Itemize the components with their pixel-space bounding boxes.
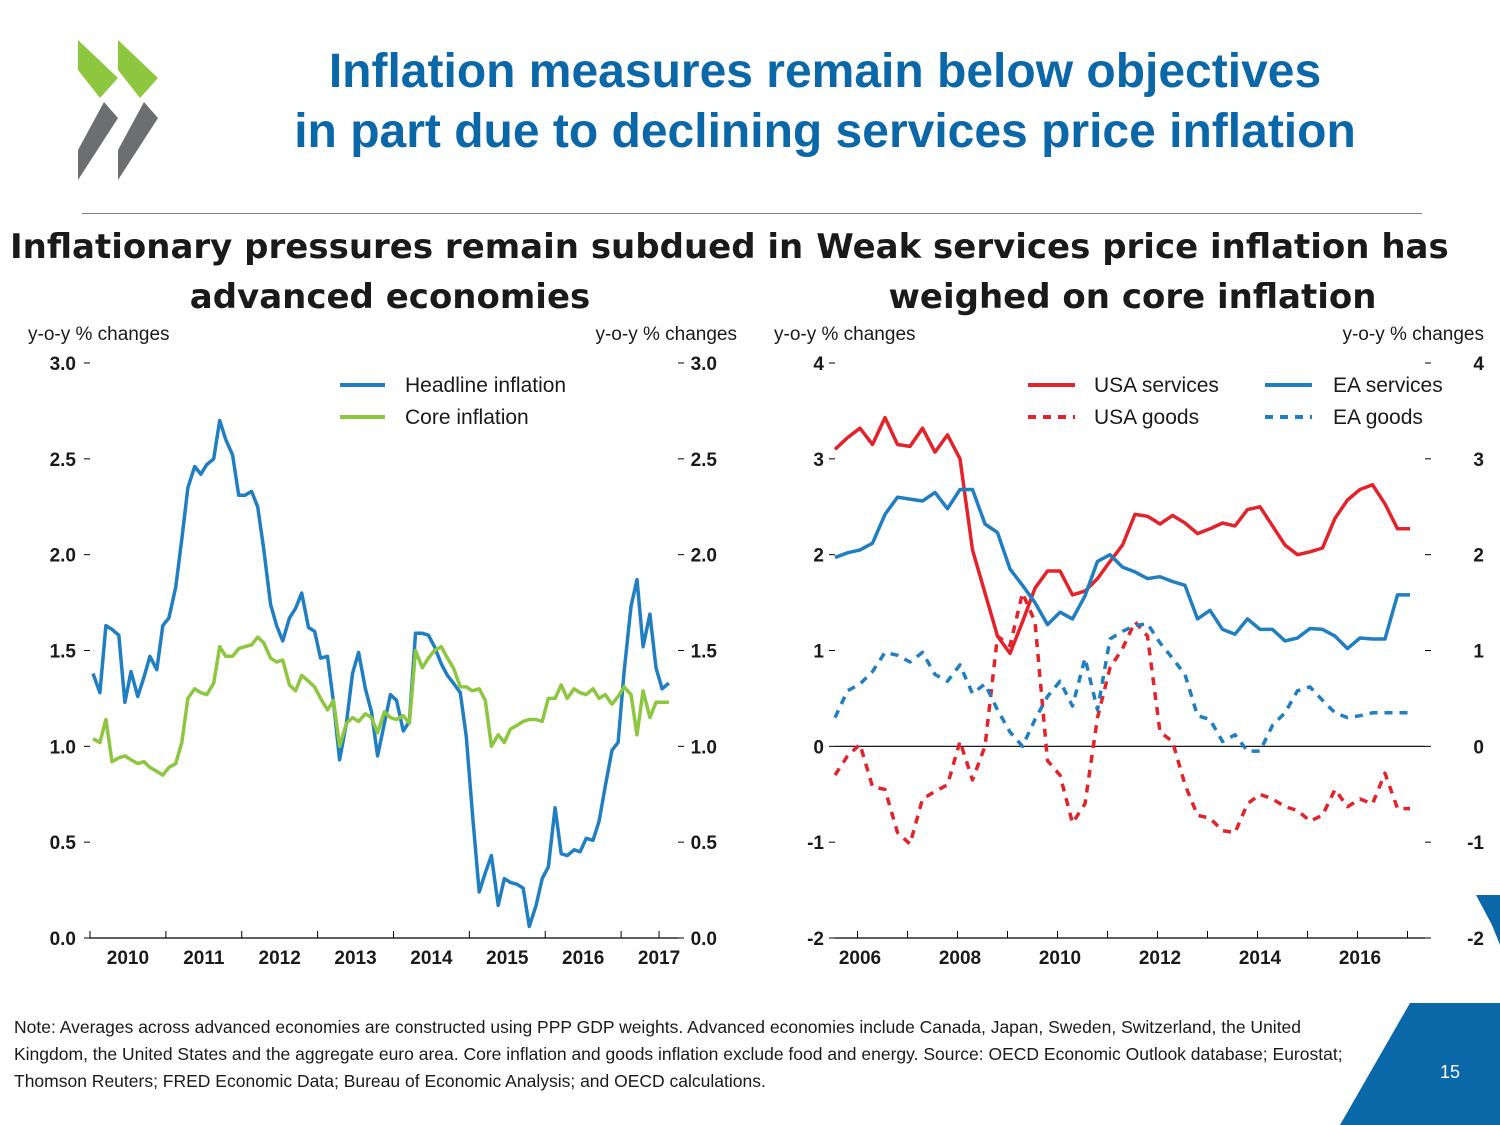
y-tick-label-left: 4 (813, 354, 824, 375)
left-chart-title: Inflationary pressures remain subdued in… (10, 222, 804, 322)
x-tick-label: 2016 (1339, 948, 1381, 969)
left-chart-title-line-1: Inflationary pressures remain subdued in (10, 227, 804, 267)
right-chart-legend: USA services USA goods EA services EA go… (1028, 374, 1443, 429)
x-tick-label: 2014 (1239, 948, 1282, 969)
x-tick-label: 2014 (410, 948, 453, 969)
left-chart-series (91, 418, 671, 929)
right-y-axis-title-2: y-o-y % changes (1342, 324, 1484, 345)
right-chart-series (833, 415, 1410, 846)
left-y-axis-title: y-o-y % changes (28, 324, 170, 345)
x-tick-label: 2012 (259, 948, 301, 969)
y-tick-label-left: 1.5 (50, 642, 77, 663)
left-y-axis-title-2: y-o-y % changes (774, 324, 916, 345)
page-title: Inflation measures remain below objectiv… (180, 42, 1470, 162)
y-tick-label-right: 0.0 (691, 929, 717, 950)
legend-label-ea-goods: EA goods (1333, 406, 1423, 429)
logo-chevron-right-grey (118, 102, 158, 180)
y-tick-label-left: -2 (807, 929, 824, 950)
series-line-ea-services (834, 487, 1410, 651)
logo-chevron-right-green (118, 40, 158, 98)
series-line-core-inflation (92, 635, 669, 777)
y-tick-label-right: 1.0 (691, 737, 717, 758)
x-tick-label: 2017 (638, 948, 680, 969)
y-tick-label-left: 0 (813, 737, 824, 758)
x-tick-label: 2016 (562, 948, 604, 969)
left-chart-legend: Headline inflation Core inflation (340, 374, 566, 429)
series-line-ea-goods (833, 621, 1410, 753)
title-line-2: in part due to declining services price … (294, 105, 1356, 158)
y-tick-label-left: 0.5 (50, 833, 77, 854)
y-tick-label-right: 1 (1473, 642, 1484, 663)
y-tick-label-left: 0.0 (50, 929, 76, 950)
x-tick-label: 2013 (334, 948, 376, 969)
right-services-chart: y-o-y % changes y-o-y % changes -2 -2 -1 -1… (774, 324, 1484, 969)
y-tick-label-left: 1.0 (50, 737, 76, 758)
oecd-logo (78, 40, 158, 180)
x-tick-label: 2006 (839, 948, 881, 969)
left-chart-ticks: 0.0 0.0 0.5 0.5 1.0 1.0 1.5 1.5 2.0 2.0 2.5 2.5 3.0 3… (50, 354, 718, 969)
logo-chevron-left-green (78, 40, 118, 98)
x-tick-label: 2010 (107, 948, 149, 969)
right-chart-title-line-2: weighed on core inflation (888, 277, 1377, 317)
legend-label-headline: Headline inflation (405, 374, 566, 397)
right-chart-title-line-1: Weak services price inflation has (816, 227, 1449, 267)
series-line-usa-goods (833, 591, 1410, 846)
right-chart-title: Weak services price inflation has weighe… (770, 222, 1495, 322)
right-chart-ticks: -2 -2 -1 -1 0 0 1 1 2 2 3 3 4 4 2006 2008 2010 2012 2014 20… (807, 354, 1484, 969)
legend-label-core: Core inflation (405, 406, 529, 429)
x-tick-label: 2011 (183, 948, 225, 969)
y-tick-label-right: 0.5 (691, 833, 718, 854)
y-tick-label-right: 3.0 (691, 354, 717, 375)
y-tick-label-right: 2 (1473, 546, 1484, 567)
y-tick-label-left: 2.0 (50, 546, 76, 567)
y-tick-label-right: -1 (1467, 833, 1484, 854)
y-tick-label-left: -1 (807, 833, 824, 854)
y-tick-label-right: 4 (1473, 354, 1484, 375)
footnote: Note: Averages across advanced economies… (14, 1017, 1343, 1091)
y-tick-label-right: 1.5 (691, 642, 718, 663)
x-tick-label: 2010 (1039, 948, 1081, 969)
corner-accent-bottom (1340, 1003, 1500, 1125)
y-tick-label-right: 3 (1473, 450, 1484, 471)
left-chart-title-line-2: advanced economies (189, 277, 591, 317)
y-tick-label-right: 2.0 (691, 546, 717, 567)
y-tick-label-left: 2 (813, 546, 824, 567)
y-tick-label-left: 3 (813, 450, 824, 471)
x-tick-label: 2015 (486, 948, 529, 969)
x-tick-label: 2012 (1139, 948, 1181, 969)
y-tick-label-right: 2.5 (691, 450, 718, 471)
page-number: 15 (1439, 1062, 1461, 1082)
x-tick-label: 2008 (939, 948, 981, 969)
y-tick-label-left: 3.0 (50, 354, 76, 375)
legend-label-usa-goods: USA goods (1094, 406, 1199, 429)
series-line-usa-services (833, 415, 1410, 656)
y-tick-label-right: 0 (1473, 737, 1484, 758)
legend-label-ea-services: EA services (1333, 374, 1443, 397)
title-divider (82, 213, 1422, 214)
legend-label-usa-services: USA services (1094, 374, 1219, 397)
series-line-headline-inflation (91, 418, 671, 929)
title-line-1: Inflation measures remain below objectiv… (328, 45, 1322, 98)
logo-chevron-left-grey (78, 102, 118, 180)
y-tick-label-right: -2 (1467, 929, 1484, 950)
y-tick-label-left: 2.5 (50, 450, 77, 471)
corner-decoration (1340, 895, 1500, 1125)
left-inflation-chart: y-o-y % changes y-o-y % changes 0.0 0.00.… (28, 324, 737, 969)
right-y-axis-title: y-o-y % changes (595, 324, 737, 345)
y-tick-label-left: 1 (813, 642, 824, 663)
